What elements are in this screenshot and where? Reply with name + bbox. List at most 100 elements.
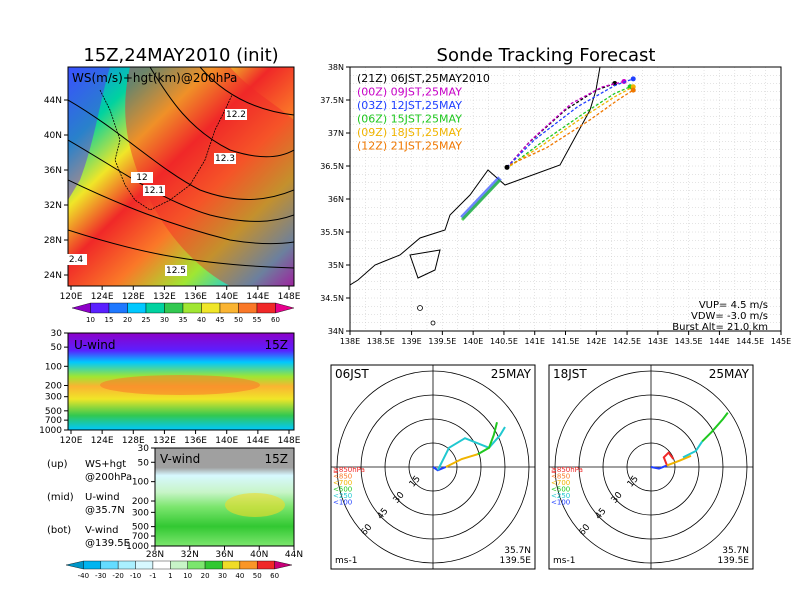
hodograph-trace — [445, 453, 479, 468]
v-colorbar-label: 30 — [218, 572, 227, 580]
y-tick-label: 50 — [138, 458, 150, 468]
ws-colorbar-swatch — [238, 302, 258, 314]
y-tick-label: 50 — [51, 343, 63, 353]
hodograph-units: ms-1 — [335, 556, 357, 566]
hodograph-lon: 139.5E — [718, 556, 750, 566]
ws-colorbar-swatch — [164, 302, 184, 314]
v-colorbar-swatch — [204, 560, 223, 570]
hodograph-lon: 139.5E — [500, 556, 532, 566]
hodograph-time: 18JST — [553, 367, 587, 381]
ws-contour-labels: 12.2 12 12.1 12.3 12.5 2.4 — [65, 109, 247, 276]
v-colorbar-label: 60 — [270, 572, 279, 580]
note-up-tag: (up) — [47, 459, 68, 470]
y-tick-label: 40N — [44, 131, 62, 141]
hodograph-date: 25MAY — [491, 367, 532, 381]
hodograph-units: ms-1 — [553, 556, 575, 566]
note-up-level: @200hPa — [85, 472, 132, 483]
tracking-x-ticks: 138E 138.5E 139E 139.5E 140E 140.5E 141E 141.5E… — [340, 331, 791, 346]
v-colorbar-swatch — [187, 560, 206, 570]
x-tick-label: 143E — [648, 337, 668, 346]
v-colorbar-swatch — [117, 560, 136, 570]
ws-map-field — [68, 67, 294, 286]
y-tick-label: 35.5N — [320, 228, 344, 237]
note-mid-tag: (mid) — [47, 492, 74, 503]
contour-label-bg — [65, 254, 87, 265]
y-tick-label: 300 — [45, 393, 62, 403]
hodograph-trace — [662, 451, 675, 466]
ws-map-x-ticks: 120E 124E 128E 132E 136E 140E 144E 148E — [60, 286, 301, 302]
ws-map-label: WS(m/s)+hgt(km)@200hPa — [72, 71, 237, 85]
hodograph-date: 25MAY — [709, 367, 750, 381]
x-tick-label: 144.5E — [736, 337, 764, 346]
v-colorbar-label: -20 — [112, 572, 123, 580]
v-colorbar-label: -10 — [130, 572, 141, 580]
v-colorbar-label: 50 — [253, 572, 262, 580]
x-tick-label: 145E — [771, 337, 791, 346]
u-wind-panel: U-wind 15Z 120E 124E 128E 132E 136E 140E 144E 1… — [39, 329, 301, 446]
x-tick-label: 144E — [246, 436, 269, 446]
x-tick-label: 142E — [586, 337, 606, 346]
ws-colorbar-label: 25 — [142, 316, 151, 324]
trajectory-line — [509, 89, 634, 166]
hodograph-legend-entry: <500 — [551, 486, 570, 494]
x-tick-label: 44N — [285, 550, 303, 560]
v-colorbar-swatch — [65, 560, 84, 570]
v-wind-max — [225, 493, 285, 517]
y-tick-label: 35N — [328, 261, 344, 270]
v-colorbar-label: 1 — [168, 572, 172, 580]
contour-label: 2.4 — [69, 255, 84, 265]
v-wind-label: V-wind — [160, 452, 200, 466]
u-wind-x-ticks: 120E 124E 128E 132E 136E 140E 144E 148E — [60, 430, 301, 446]
y-tick-label: 36N — [44, 166, 62, 176]
v-colorbar-label: -40 — [78, 572, 89, 580]
x-tick-label: 144E — [709, 337, 729, 346]
ws-map-panel: WS(m/s)+hgt(km)@200hPa 12.21212.112.312.… — [44, 66, 301, 302]
ws-colorbar-label: 50 — [234, 316, 243, 324]
height-contour — [68, 179, 294, 245]
ws-colorbar-swatch — [182, 302, 202, 314]
ws-colorbar-label: 20 — [123, 316, 132, 324]
y-tick-label: 30 — [51, 329, 63, 339]
legend-entry: (06Z) 15JST,25MAY — [357, 113, 462, 126]
height-contour — [68, 139, 294, 222]
x-tick-label: 128E — [122, 292, 145, 302]
v-colorbar-swatch — [170, 560, 188, 570]
u-wind-frame — [67, 332, 295, 431]
x-tick-label: 132E — [153, 436, 176, 446]
hodograph-trace — [701, 412, 729, 443]
y-tick-label: 100 — [45, 362, 62, 372]
height-contour — [68, 99, 294, 200]
x-tick-label: 136E — [184, 436, 207, 446]
v-colorbar-swatch — [100, 560, 119, 570]
y-tick-label: 36.5N — [320, 162, 344, 171]
note-mid-level: @35.7N — [85, 505, 125, 516]
note-up-text: WS+hgt — [85, 459, 126, 470]
hodograph-legend-entry: ≧850hPa — [551, 466, 583, 474]
v-colorbar-swatch — [152, 560, 171, 570]
v-colorbar-swatch — [257, 560, 275, 570]
x-tick-label: 140E — [215, 436, 238, 446]
v-colorbar-label: 40 — [235, 572, 244, 580]
v-colorbar-swatch — [222, 560, 241, 570]
hodograph-trace — [436, 426, 506, 471]
contour-label: 12 — [136, 173, 147, 183]
ws-colorbar-swatch — [71, 302, 91, 314]
hodograph-legend-entry: <100 — [333, 499, 352, 507]
x-tick-label: 139E — [401, 337, 421, 346]
ws-colorbar-label: 30 — [160, 316, 169, 324]
v-wind-time: 15Z — [265, 452, 289, 466]
x-tick-label: 36N — [215, 550, 233, 560]
low-speed-area — [68, 67, 110, 200]
ws-colorbar-label: 15 — [105, 316, 114, 324]
hodograph-legend-entry: <700 — [551, 479, 570, 487]
y-tick-label: 30 — [138, 444, 150, 454]
island — [417, 305, 423, 311]
legend-entry: (12Z) 21JST,25MAY — [357, 140, 462, 153]
u-wind-max — [100, 375, 260, 395]
ws-colorbar-swatch — [145, 302, 165, 314]
contour-label-bg — [165, 265, 187, 276]
x-tick-label: 140E — [215, 292, 238, 302]
tracking-title: Sonde Tracking Forecast — [437, 45, 656, 66]
x-tick-label: 136E — [184, 292, 207, 302]
ws-colorbar-label: 60 — [271, 316, 280, 324]
